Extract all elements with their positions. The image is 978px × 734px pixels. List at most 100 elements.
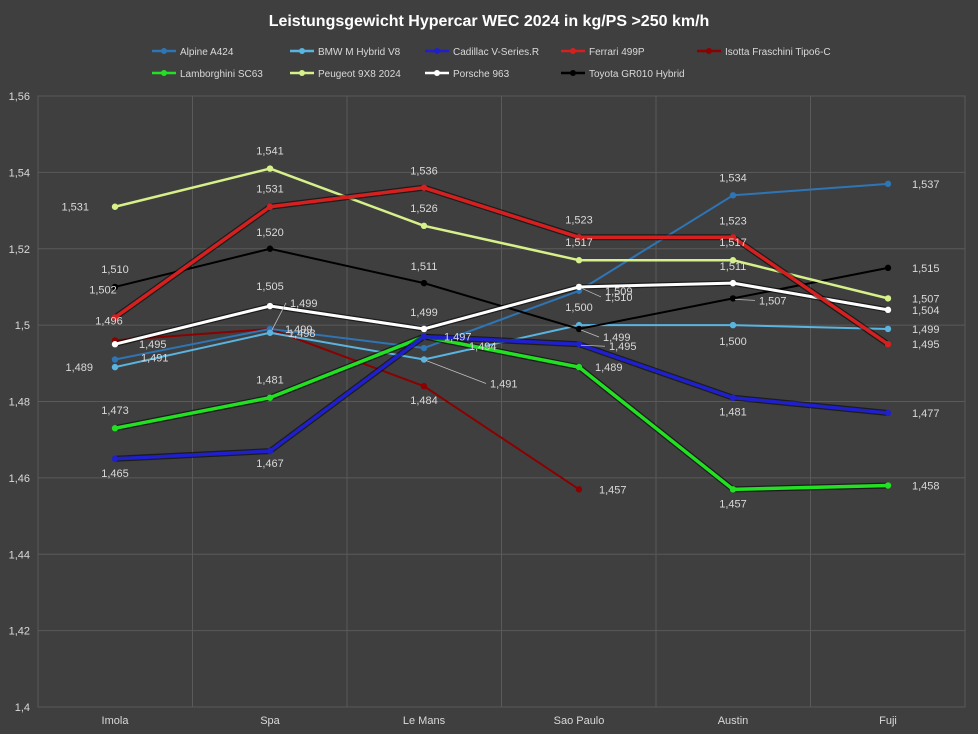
data-label: 1,465 [101,468,129,480]
data-label: 1,491 [141,352,169,364]
data-label: 1,467 [256,458,284,470]
data-point [420,325,428,333]
legend-marker [161,70,167,76]
data-label: 1,499 [410,307,438,319]
data-point [420,356,428,363]
data-label: 1,489 [65,362,93,374]
data-label: 1,517 [719,237,747,249]
data-point [575,257,583,264]
legend: Alpine A424 BMW M Hybrid V8 Cadillac V-Ser… [152,47,831,80]
data-point [729,192,737,199]
data-point [111,363,119,371]
series-line [114,327,580,491]
x-tick-label: Spa [260,715,280,727]
data-label: 1,507 [759,295,787,307]
series-line [113,185,889,346]
data-point [729,394,737,401]
data-label: 1,523 [719,215,747,227]
data-point [884,180,892,188]
data-point [111,356,119,363]
legend-marker [299,70,305,76]
y-tick-label: 1,5 [15,320,30,332]
data-point [729,279,737,287]
data-point [266,394,274,401]
data-point [420,279,428,287]
legend-label: Toyota GR010 Hybrid [589,69,685,80]
data-point [884,264,892,272]
series-line [114,281,889,346]
data-point [575,234,583,241]
data-label: 1,457 [599,484,627,496]
data-point [420,344,428,352]
legend-label: Peugeot 9X8 2024 [318,69,401,80]
data-point [420,184,428,191]
data-label: 1,523 [565,214,593,226]
data-label: 1,495 [609,341,637,353]
data-label: 1,499 [603,332,631,344]
legend-item: Isotta Fraschini Tipo6-C [697,47,831,58]
label-leader-line [580,344,606,347]
legend-item: Lamborghini SC63 [152,69,263,80]
legend-label: Alpine A424 [180,47,234,58]
data-label: 1,534 [719,172,747,184]
data-point [884,482,892,489]
data-point [575,325,583,333]
data-label: 1,520 [256,227,284,239]
data-point [420,222,428,230]
y-tick-label: 1,48 [9,397,30,409]
y-tick-label: 1,42 [9,626,30,638]
data-label: 1,484 [410,395,438,407]
label-leader-line [580,287,602,298]
data-point [111,314,119,321]
data-label: 1,477 [912,408,940,420]
x-tick-label: Sao Paulo [554,715,605,727]
data-label: 1,497 [444,332,472,344]
data-label: 1,510 [605,292,633,304]
data-label: 1,481 [256,375,284,387]
data-label: 1,500 [565,302,593,314]
legend-label: Isotta Fraschini Tipo6-C [725,47,831,58]
grid [37,95,966,708]
data-labels: 1,491 1,499 1,494 1,509 1,534 1,537 1,489 1,498… [61,146,939,511]
data-point [266,245,274,252]
legend-item: Cadillac V-Series.R [425,47,539,58]
data-label: 1,494 [469,341,497,353]
data-label: 1,496 [95,315,123,327]
series-line [114,182,889,361]
data-point [266,447,274,455]
data-label: 1,505 [256,281,284,293]
legend-item: Ferrari 499P [561,47,645,58]
legend-label: Cadillac V-Series.R [453,47,539,58]
series-line [114,334,889,492]
data-point [884,295,892,302]
data-point [420,383,428,390]
legend-label: BMW M Hybrid V8 [318,47,401,58]
series-line [114,167,889,300]
data-label: 1,509 [605,286,633,298]
y-tick-label: 1,46 [9,473,30,485]
data-point [884,341,892,348]
data-label: 1,491 [490,378,518,390]
legend-item: BMW M Hybrid V8 [290,47,401,58]
data-label: 1,517 [565,237,593,249]
data-point [884,409,892,417]
data-label: 1,511 [720,261,747,273]
legend-item: Toyota GR010 Hybrid [561,69,685,80]
data-point [729,257,737,264]
legend-label: Porsche 963 [453,69,510,80]
data-label: 1,481 [719,407,747,419]
data-point [420,333,428,340]
data-point [575,363,583,371]
legend-label: Ferrari 499P [589,47,645,58]
y-tick-label: 1,56 [9,91,30,103]
data-label: 1,511 [411,261,438,273]
y-tick-label: 1,54 [9,167,30,179]
y-tick-label: 1,44 [9,549,30,561]
x-tick-label: Imola [102,715,130,727]
label-leader-line [425,360,487,384]
data-label: 1,504 [912,305,940,317]
data-point [266,329,274,336]
legend-marker [434,70,440,76]
data-label: 1,502 [89,284,117,296]
